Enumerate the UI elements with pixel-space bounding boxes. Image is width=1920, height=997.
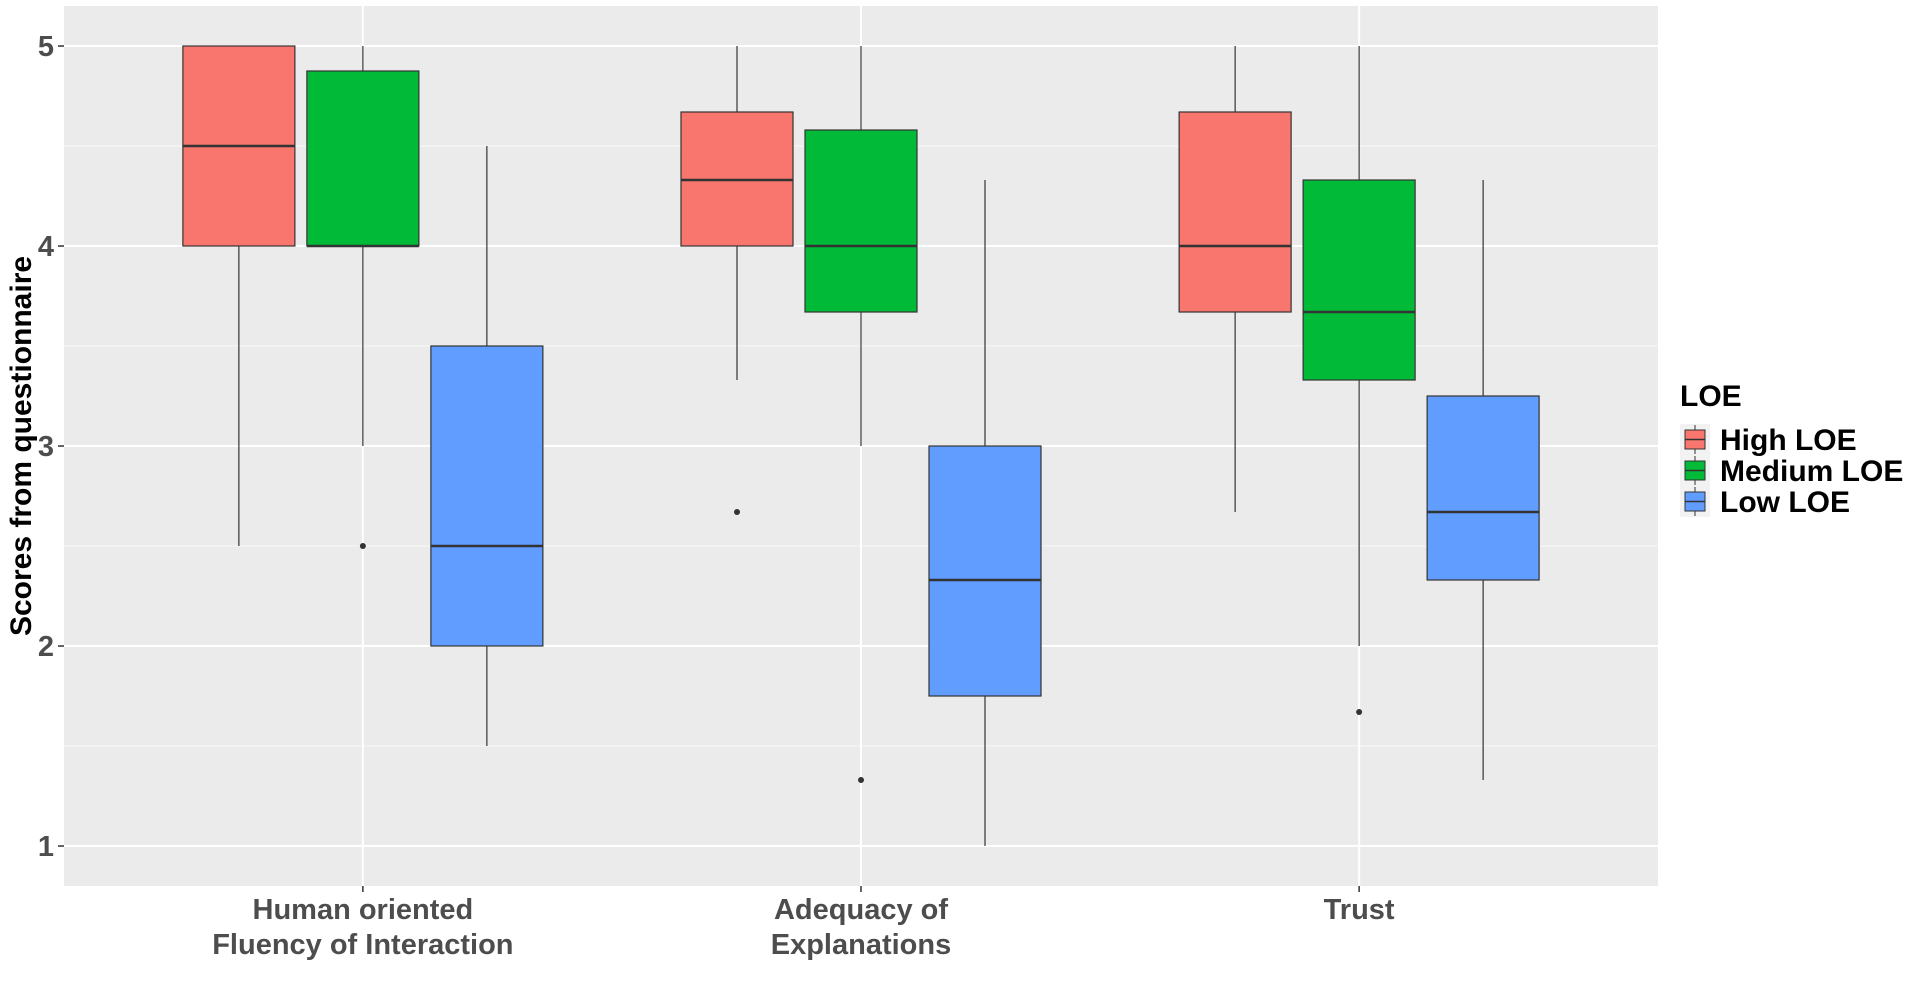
x-tick-label: Trust xyxy=(1324,894,1395,926)
outlier-point xyxy=(734,509,740,515)
y-axis: 1 2 3 4 5 xyxy=(38,31,64,863)
y-tick-label: 1 xyxy=(38,831,54,863)
box-body xyxy=(804,129,918,313)
box-low-loe xyxy=(1426,180,1540,780)
legend-title: LOE xyxy=(1680,380,1742,413)
box-body xyxy=(306,70,420,247)
x-tick-label: Human oriented xyxy=(253,894,474,926)
box-medium-loe xyxy=(306,46,420,549)
box-high-loe xyxy=(182,45,296,546)
box-body xyxy=(1178,111,1292,313)
x-tick-label: Fluency of Interaction xyxy=(212,929,513,961)
y-tick-label: 4 xyxy=(38,231,54,263)
y-tick-label: 2 xyxy=(38,631,54,663)
legend-item-label: High LOE xyxy=(1720,424,1857,457)
box-high-loe xyxy=(680,46,794,515)
x-tick-label: Explanations xyxy=(771,929,952,961)
box-low-loe xyxy=(430,146,544,746)
outlier-point xyxy=(858,777,864,783)
x-tick-label: Adequacy of xyxy=(774,894,948,926)
y-tick-label: 3 xyxy=(38,431,54,463)
boxes xyxy=(182,45,1540,846)
box-body xyxy=(1302,179,1416,381)
box-medium-loe xyxy=(804,46,918,783)
box-body xyxy=(1426,395,1540,581)
y-axis-title: Scores from questionnaire xyxy=(5,256,38,636)
legend-item-label: Low LOE xyxy=(1720,486,1850,519)
box-low-loe xyxy=(928,180,1042,846)
box-high-loe xyxy=(1178,46,1292,512)
box-medium-loe xyxy=(1302,46,1416,715)
outlier-point xyxy=(359,543,366,549)
box-body xyxy=(928,445,1042,697)
outlier-point xyxy=(1356,709,1363,715)
box-body xyxy=(430,345,544,647)
legend-item-label: Medium LOE xyxy=(1720,455,1903,488)
y-tick-label: 5 xyxy=(38,31,54,63)
